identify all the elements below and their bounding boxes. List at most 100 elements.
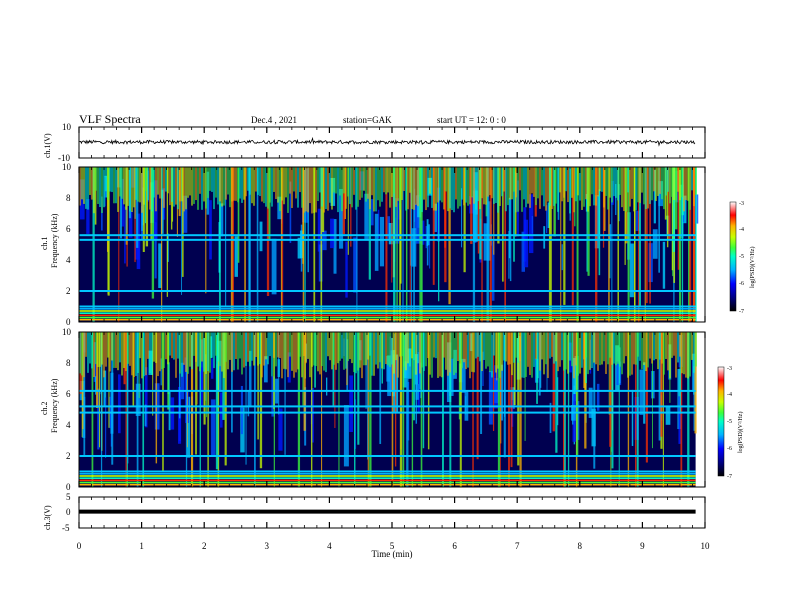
- ch1-hf-band: [567, 167, 569, 203]
- ch1-hf-band: [169, 167, 171, 206]
- ch1-hf-band: [179, 167, 181, 202]
- ch2-hf-band: [531, 332, 533, 378]
- ch2-hf-band: [105, 332, 107, 367]
- ch2-sferic: [83, 332, 86, 455]
- ch2-sferic: [353, 332, 356, 487]
- ch2-sferic: [195, 332, 197, 455]
- ch3-ytick-bottom: -5: [62, 523, 70, 533]
- ch1-hf-band: [103, 167, 105, 208]
- ch2-hf-band: [621, 332, 623, 375]
- ch2-hf-band: [97, 332, 99, 368]
- ch2-hf-band: [559, 332, 561, 367]
- ch1-hf-band: [363, 167, 365, 191]
- ch1-hf-band: [335, 167, 337, 194]
- ch1-hf-band: [305, 167, 307, 212]
- ch2-hf-band: [195, 332, 197, 362]
- ch1-spec-patch: [158, 243, 162, 288]
- ch1-hf-band: [101, 167, 103, 214]
- ch1-hf-band: [217, 167, 219, 205]
- ch2-hf-band: [95, 332, 97, 365]
- ch1-sferic: [320, 167, 323, 322]
- ch1-spec-patch: [330, 218, 335, 249]
- ch1-sferic: [463, 167, 466, 273]
- ch1-spec-patch: [426, 235, 429, 266]
- ch1-sferic: [509, 167, 512, 282]
- ch2-hf-band: [369, 332, 371, 356]
- ch1-ylabel-channel: ch.1: [40, 236, 49, 250]
- ch1-hf-band: [429, 167, 431, 194]
- ch2-hf-band: [125, 332, 127, 371]
- ch2-hf-band: [617, 332, 619, 364]
- ch1-spec-patch: [271, 238, 277, 295]
- ch1-hf-band: [595, 167, 597, 206]
- ch2-hf-band: [605, 332, 607, 374]
- ch1-hf-band: [507, 167, 509, 206]
- ch2-hf-band: [293, 332, 295, 378]
- ch2-hf-band: [441, 332, 443, 378]
- ch2-hf-band: [145, 332, 147, 376]
- ch2-spec-patch: [588, 387, 593, 418]
- ch1-hf-band: [239, 167, 241, 199]
- ch2-sferic: [138, 332, 140, 398]
- ch1-hf-band: [317, 167, 319, 201]
- ch1-hf-band: [387, 167, 389, 193]
- ch2-hf-band: [421, 332, 423, 368]
- ch2-hf-band: [575, 332, 577, 366]
- ch1-hf-band: [321, 167, 323, 207]
- ch1-sferic: [438, 167, 440, 302]
- ch1-hf-band: [183, 167, 185, 212]
- ch1-hf-band: [501, 167, 503, 197]
- ch2-spec-patch: [349, 375, 354, 433]
- ch1-hf-band: [161, 167, 163, 199]
- ch1-hf-band: [115, 167, 117, 204]
- ch1-spec-patch: [317, 208, 323, 252]
- ch2-hf-band: [429, 332, 431, 375]
- ch2-hf-band: [83, 332, 85, 378]
- ch2-spec-patch: [417, 352, 420, 412]
- ch1-sferic: [677, 167, 680, 270]
- ch1-hf-band: [227, 167, 229, 195]
- ch1-sferic: [350, 167, 352, 247]
- ch1-sferic: [230, 167, 234, 322]
- ch2-hf-band: [527, 332, 529, 367]
- ch1-low-stripe: [79, 314, 696, 317]
- ch1-spec-patch: [160, 189, 164, 234]
- ch1-hf-band: [535, 167, 537, 206]
- ch2-sferic: [415, 332, 417, 424]
- ch2-hf-band: [467, 332, 469, 368]
- ch2-spec-patch: [271, 376, 275, 417]
- ch2-hf-band: [679, 332, 681, 357]
- ch1-hf-band: [547, 167, 549, 202]
- ch2-sferic: [81, 332, 83, 438]
- ch1-hf-band: [151, 167, 153, 212]
- ch2-hf-band: [695, 332, 697, 367]
- ch1-sferic: [136, 167, 139, 248]
- ch2-hf-band: [645, 332, 647, 372]
- ch2-hf-band: [557, 332, 559, 372]
- ch2-spec-patch: [678, 396, 681, 444]
- ch1-cbar-tick-5: -5: [739, 254, 744, 260]
- ch1-hf-band: [537, 167, 539, 199]
- ch1-hf-band: [89, 167, 91, 195]
- ch2-hf-band: [331, 332, 333, 370]
- ch2-hf-band: [131, 332, 133, 376]
- ch1-sferic: [420, 167, 423, 322]
- ch1-hf-band: [461, 167, 463, 200]
- ch1-hf-band: [157, 167, 159, 195]
- ch1-sferic: [244, 167, 246, 322]
- ch1-hf-band: [681, 167, 683, 198]
- ch1-sferic: [256, 167, 259, 322]
- ch2-hf-band: [253, 332, 255, 366]
- ch2-band-line: [79, 405, 696, 408]
- ch2-hf-band: [607, 332, 609, 365]
- ch1-hf-band: [649, 167, 651, 204]
- ch1-hf-band: [551, 167, 553, 210]
- ch1-hf-band: [313, 167, 315, 213]
- ch1-hf-band: [515, 167, 517, 198]
- ch1-sferic: [658, 167, 660, 273]
- ch1-hf-band: [105, 167, 107, 192]
- ch2-low-stripe: [79, 479, 696, 482]
- ch1-hf-band: [557, 167, 559, 212]
- ch1-ylabel-frequency: Frequency (kHz): [50, 213, 59, 268]
